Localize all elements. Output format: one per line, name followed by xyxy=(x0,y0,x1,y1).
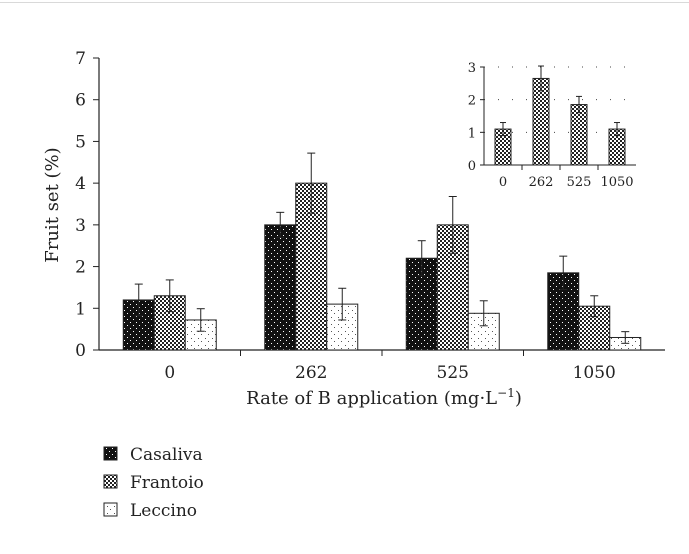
inset-y-tick-label: 3 xyxy=(468,61,476,76)
fruit-set-chart: 0 1 2 3 4 5 6 7 0 262 525 1050 0 1 2 3 0 262 525 1050 Rate… xyxy=(0,0,689,554)
x-tick-label: 0 xyxy=(164,363,175,383)
y-tick-label: 0 xyxy=(75,341,86,361)
x-tick-label: 262 xyxy=(295,363,327,383)
legend-label-leccino: Leccino xyxy=(130,501,197,521)
x-tick-label: 525 xyxy=(437,363,469,383)
bar-casaliva xyxy=(265,225,296,350)
y-axis-title: Fruit set (%) xyxy=(42,147,63,262)
inset-y-tick-label: 0 xyxy=(468,159,476,174)
legend: Casaliva Frantoio Leccino xyxy=(104,445,204,521)
inset-bar xyxy=(571,105,587,165)
y-tick-label: 2 xyxy=(75,258,86,278)
inset-chart: 0 1 2 3 0 262 525 1050 xyxy=(468,61,636,190)
inset-y-tick-label: 1 xyxy=(468,126,476,141)
legend-swatch-casaliva xyxy=(104,447,117,460)
inset-x-tick-label: 1050 xyxy=(600,175,633,190)
inset-y-tick-label: 2 xyxy=(468,94,476,109)
legend-swatch-frantoio xyxy=(104,475,117,488)
y-tick-label: 1 xyxy=(75,299,86,319)
y-tick-label: 3 xyxy=(75,216,86,236)
y-tick-label: 5 xyxy=(75,132,86,152)
x-tick-label: 1050 xyxy=(573,363,616,383)
inset-bar xyxy=(533,78,549,165)
legend-label-frantoio: Frantoio xyxy=(130,473,204,493)
y-tick-label: 6 xyxy=(75,91,86,111)
legend-swatch-leccino xyxy=(104,503,117,516)
inset-x-tick-label: 0 xyxy=(499,175,507,190)
inset-x-tick-label: 262 xyxy=(529,175,554,190)
y-tick-label: 4 xyxy=(75,174,86,194)
main-bars xyxy=(123,153,641,350)
y-tick-label: 7 xyxy=(75,49,86,69)
x-axis-title: Rate of B application (mg·L−1) xyxy=(246,386,522,409)
legend-label-casaliva: Casaliva xyxy=(130,445,203,465)
inset-x-tick-label: 525 xyxy=(567,175,592,190)
